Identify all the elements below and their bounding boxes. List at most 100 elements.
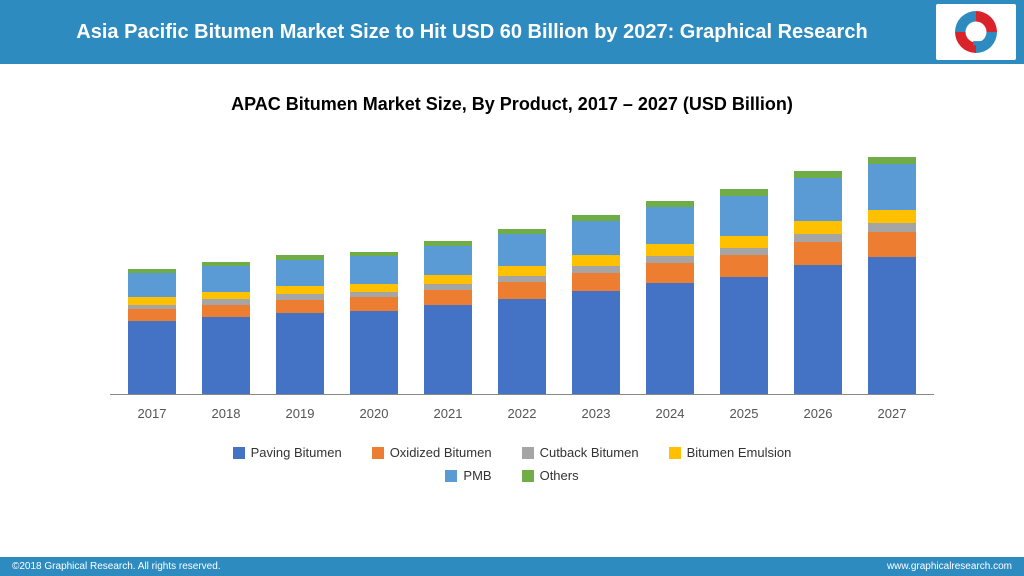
bar-segment [720,196,768,236]
x-axis-label: 2021 [424,400,472,425]
legend-label: Others [540,468,579,483]
bar-segment [720,236,768,248]
brand-logo [936,4,1016,60]
x-axis-label: 2019 [276,400,324,425]
bar-segment [202,317,250,394]
legend-label: Oxidized Bitumen [390,445,492,460]
bar-segment [720,277,768,394]
bar-group [202,262,250,394]
legend-swatch [445,470,457,482]
legend-item: PMB [445,468,491,483]
legend-label: PMB [463,468,491,483]
bar-segment [498,299,546,394]
bar-segment [572,273,620,292]
bar-group [646,201,694,394]
page-header: Asia Pacific Bitumen Market Size to Hit … [0,0,1024,64]
bar-segment [424,275,472,284]
page-title: Asia Pacific Bitumen Market Size to Hit … [20,19,1004,45]
bar-segment [868,157,916,164]
bar-segment [572,255,620,265]
bar-segment [646,244,694,255]
bar-segment [646,207,694,244]
bar-segment [646,263,694,283]
legend-swatch [522,470,534,482]
bar-segment [572,266,620,273]
legend-swatch [669,447,681,459]
bar-segment [202,292,250,300]
bar-group [424,241,472,394]
bar-group [276,255,324,394]
bar-group [128,269,176,394]
x-axis-label: 2025 [720,400,768,425]
bar-group [794,171,842,394]
chart-title: APAC Bitumen Market Size, By Product, 20… [60,94,964,115]
footer-copyright: ©2018 Graphical Research. All rights res… [12,561,221,572]
bar-segment [498,266,546,276]
legend-item: Cutback Bitumen [522,445,639,460]
bar-group [720,189,768,394]
legend-label: Bitumen Emulsion [687,445,792,460]
x-axis-label: 2027 [868,400,916,425]
bar-segment [128,321,176,394]
bar-segment [720,248,768,256]
legend-item: Bitumen Emulsion [669,445,792,460]
legend-item: Paving Bitumen [233,445,342,460]
bar-segment [350,284,398,292]
bar-segment [646,283,694,394]
x-axis-labels: 2017 2018 2019 2020 2021 2022 2023 2024 2025 2026… [110,400,934,425]
legend-swatch [522,447,534,459]
legend-label: Paving Bitumen [251,445,342,460]
x-axis-label: 2022 [498,400,546,425]
legend-label: Cutback Bitumen [540,445,639,460]
bar-segment [868,223,916,231]
bar-segment [868,210,916,224]
bar-segment [128,273,176,297]
chart-canvas: 2017 2018 2019 2020 2021 2022 2023 2024 2025 2026… [80,145,944,425]
bar-segment [572,221,620,255]
legend-item: Others [522,468,579,483]
x-axis-label: 2026 [794,400,842,425]
bar-segment [276,260,324,287]
bar-segment [794,171,842,178]
bar-group [498,229,546,394]
bar-segment [794,221,842,234]
bar-segment [202,305,250,318]
bar-segment [424,290,472,305]
legend-swatch [372,447,384,459]
chart-container: APAC Bitumen Market Size, By Product, 20… [0,64,1024,493]
bar-segment [868,232,916,257]
bar-group [350,252,398,394]
bar-segment [276,300,324,314]
bar-group [572,215,620,394]
bar-segment [276,286,324,294]
bar-segment [720,255,768,277]
bar-segment [794,242,842,265]
x-axis-label: 2018 [202,400,250,425]
bar-segment [276,313,324,394]
chart-legend: Paving Bitumen Oxidized Bitumen Cutback Bi… [212,445,812,483]
bar-segment [128,297,176,304]
bar-segment [350,297,398,311]
bar-segment [794,178,842,221]
bar-segment [424,305,472,394]
bar-segment [350,256,398,283]
plot-area [110,145,934,395]
x-axis-label: 2017 [128,400,176,425]
bar-segment [646,256,694,263]
bar-segment [128,309,176,321]
x-axis-label: 2020 [350,400,398,425]
bar-segment [868,257,916,394]
legend-swatch [233,447,245,459]
bar-segment [498,234,546,266]
bar-segment [868,164,916,210]
x-axis-label: 2024 [646,400,694,425]
bar-segment [424,246,472,275]
bar-segment [794,265,842,394]
bar-segment [794,234,842,242]
page-footer: ©2018 Graphical Research. All rights res… [0,557,1024,576]
bar-segment [498,282,546,299]
bar-segment [350,311,398,394]
bar-segment [202,266,250,291]
bar-segment [572,291,620,394]
x-axis-label: 2023 [572,400,620,425]
